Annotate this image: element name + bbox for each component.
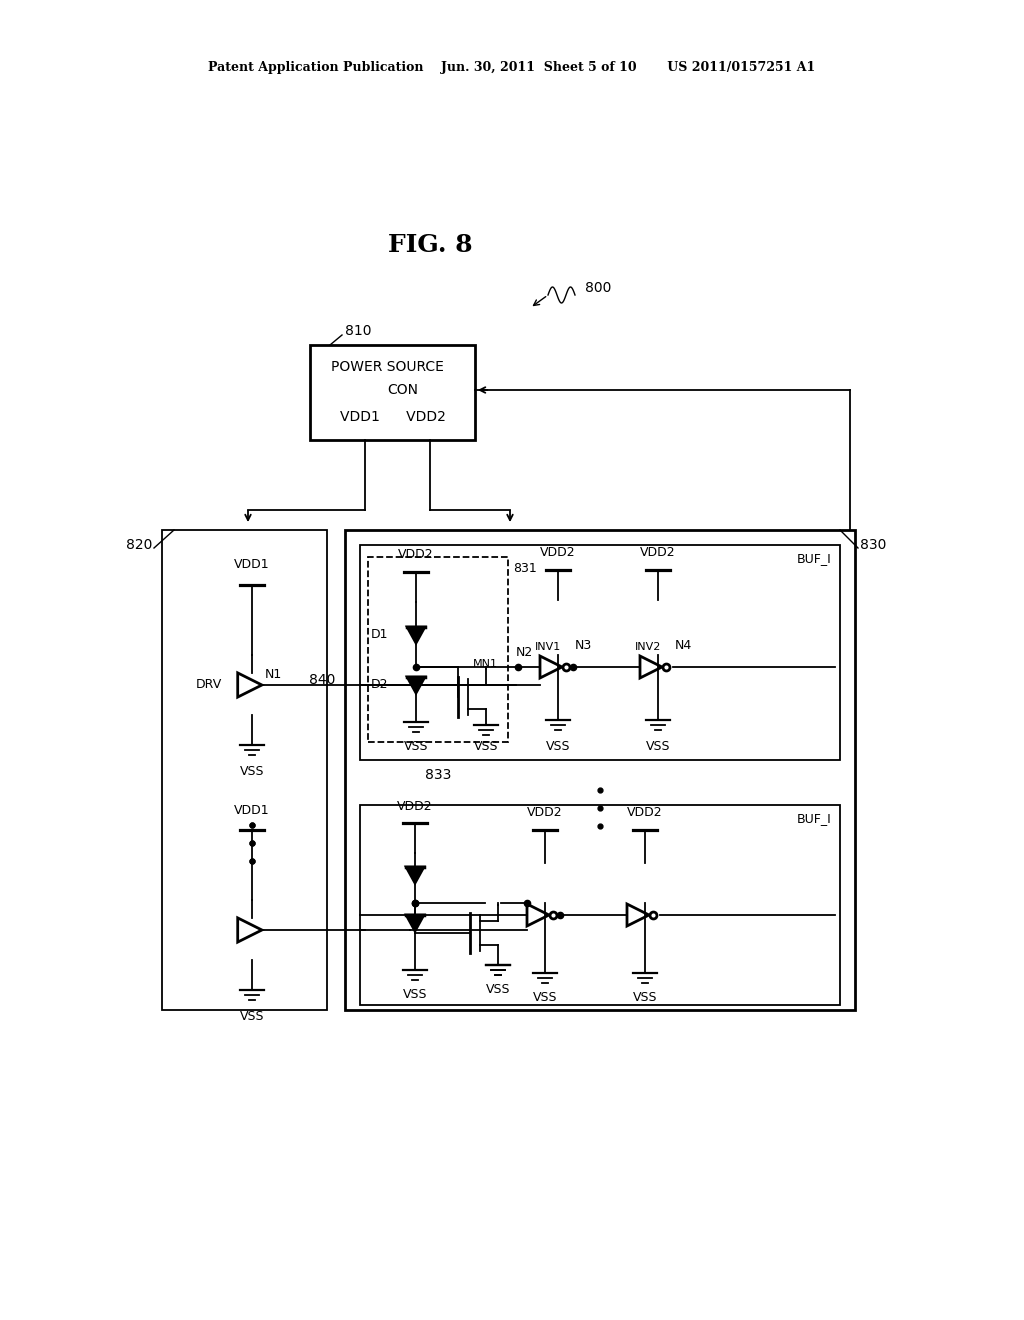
Text: N3: N3 — [575, 639, 592, 652]
Text: D2: D2 — [371, 678, 388, 692]
Bar — [345, 531, 855, 1010]
Text: 830: 830 — [860, 539, 887, 552]
Polygon shape — [408, 677, 425, 693]
Bar — [368, 557, 508, 742]
Text: INV2: INV2 — [635, 642, 662, 652]
Polygon shape — [407, 867, 424, 883]
Text: MN1: MN1 — [473, 659, 498, 669]
Text: VSS: VSS — [240, 766, 264, 777]
Text: DRV: DRV — [196, 678, 222, 692]
Text: BUF_I: BUF_I — [798, 553, 831, 565]
Text: VSS: VSS — [485, 983, 510, 997]
Text: VSS: VSS — [402, 987, 427, 1001]
Text: CON: CON — [387, 383, 418, 397]
Text: FIG. 8: FIG. 8 — [388, 234, 472, 257]
Text: VDD1: VDD1 — [234, 558, 269, 572]
Text: VSS: VSS — [240, 1010, 264, 1023]
Text: VDD1      VDD2: VDD1 VDD2 — [340, 411, 445, 424]
Text: 800: 800 — [585, 281, 611, 294]
Bar — [162, 531, 327, 1010]
Text: N2: N2 — [516, 647, 534, 660]
Polygon shape — [408, 627, 425, 643]
Text: VDD2: VDD2 — [398, 549, 434, 561]
Text: 810: 810 — [345, 323, 372, 338]
Polygon shape — [407, 915, 424, 931]
Text: VSS: VSS — [646, 741, 671, 752]
Text: VSS: VSS — [633, 991, 657, 1005]
Bar — [310, 345, 475, 440]
Text: VSS: VSS — [546, 741, 570, 752]
Text: 831: 831 — [513, 562, 537, 576]
Text: BUF_I: BUF_I — [798, 813, 831, 825]
Text: 833: 833 — [425, 768, 452, 781]
Text: VDD2: VDD2 — [640, 546, 676, 560]
Text: 840: 840 — [308, 673, 335, 686]
Text: VSS: VSS — [403, 741, 428, 752]
Text: VDD2: VDD2 — [397, 800, 433, 813]
Bar — [360, 545, 840, 760]
Text: POWER SOURCE: POWER SOURCE — [331, 360, 444, 374]
Text: N1: N1 — [265, 668, 283, 681]
Text: VSS: VSS — [474, 741, 499, 752]
Text: VDD2: VDD2 — [541, 546, 575, 560]
Bar — [360, 805, 840, 1005]
Text: D1: D1 — [371, 628, 388, 642]
Text: VDD2: VDD2 — [627, 807, 663, 820]
Text: VDD2: VDD2 — [527, 807, 563, 820]
Text: VSS: VSS — [532, 991, 557, 1005]
Text: N4: N4 — [675, 639, 692, 652]
Text: VDD1: VDD1 — [234, 804, 269, 817]
Text: INV1: INV1 — [535, 642, 561, 652]
Text: 820: 820 — [126, 539, 152, 552]
Text: Patent Application Publication    Jun. 30, 2011  Sheet 5 of 10       US 2011/015: Patent Application Publication Jun. 30, … — [208, 62, 816, 74]
